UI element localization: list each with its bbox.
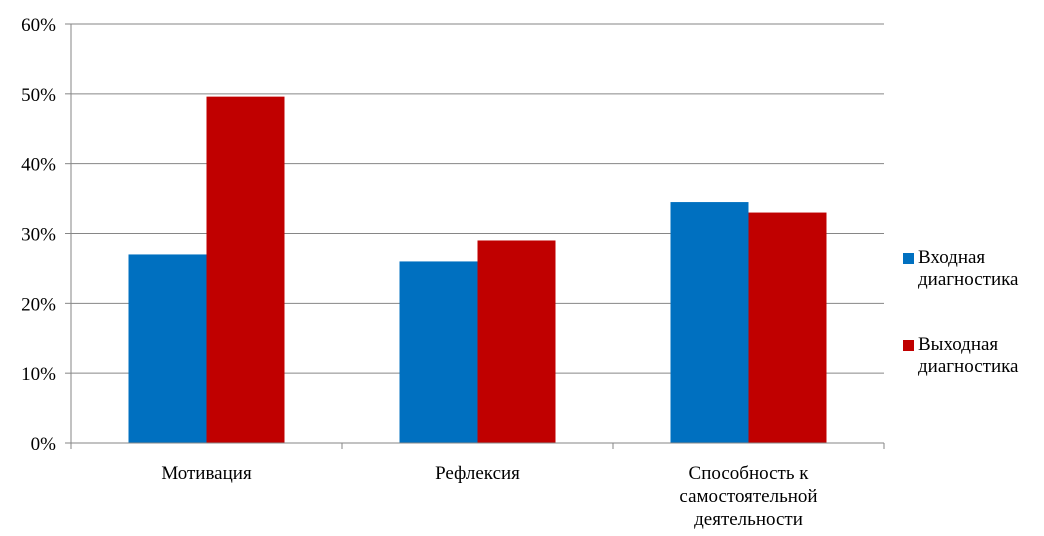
y-tick-label: 40%: [21, 155, 56, 176]
y-tick-label: 20%: [21, 294, 56, 315]
legend-item: Входная диагностика: [903, 247, 1043, 291]
y-tick-label: 0%: [31, 434, 57, 455]
x-category-label: Способность к самостоятельной деятельности: [679, 463, 817, 530]
bar-input-1: [400, 261, 478, 443]
legend-label: диагностика: [918, 356, 1043, 378]
y-tick-label: 30%: [21, 225, 56, 246]
y-axis-tick-labels: 0% 10% 20% 30% 40% 50% 60%: [21, 15, 56, 455]
legend-label: Выходная: [918, 334, 1043, 356]
bar-output-2: [749, 213, 827, 443]
bar-input-2: [671, 202, 749, 443]
legend-label: Входная: [918, 247, 1043, 269]
y-tick-label: 10%: [21, 364, 56, 385]
x-axis-category-labels: Мотивация Рефлексия Способность к самостоят…: [161, 463, 817, 530]
y-tick-label: 50%: [21, 85, 56, 106]
bar-output-0: [207, 97, 285, 443]
legend-swatch: [903, 340, 914, 351]
x-category-label: Рефлексия: [435, 463, 520, 484]
x-category-label: Мотивация: [161, 463, 252, 484]
bar-output-1: [478, 240, 556, 443]
legend-item: Выходная диагностика: [903, 334, 1043, 378]
legend-swatch: [903, 253, 914, 264]
y-tick-label: 60%: [21, 15, 56, 36]
legend: Входная диагностика Выходная диагностика: [903, 247, 1043, 421]
bars: [129, 97, 827, 443]
bar-input-0: [129, 254, 207, 443]
legend-label: диагностика: [918, 269, 1043, 291]
